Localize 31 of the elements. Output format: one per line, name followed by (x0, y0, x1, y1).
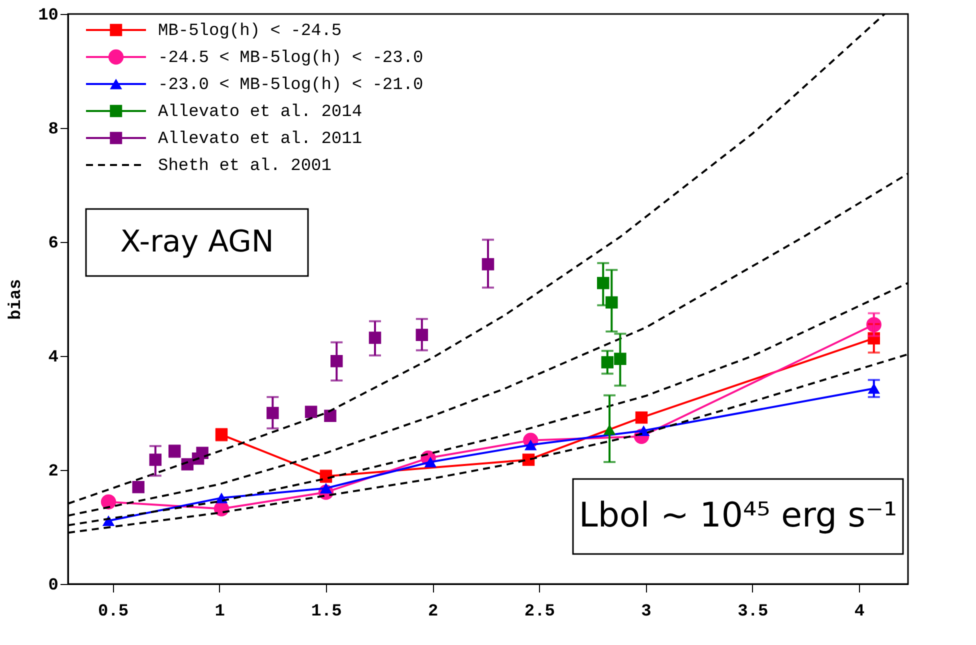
legend-label: Sheth et al. 2001 (158, 157, 332, 176)
x-tick-label: 2 (428, 602, 438, 622)
x-tick-label: 3.5 (738, 602, 768, 622)
point (304, 406, 318, 418)
annotation: Lbol ~ 10⁴⁵ erg s⁻¹ (578, 496, 898, 536)
y-axis-title: bias (7, 279, 26, 320)
y-tick-label: 6 (48, 234, 58, 254)
point (424, 456, 437, 468)
y-tick-label: 8 (48, 120, 58, 140)
legend-label: MB-5log(h) < -24.5 (158, 22, 342, 41)
annotation: X-ray AGN (120, 224, 274, 260)
legend-label: Allevato et al. 2011 (158, 130, 362, 149)
x-tick-label: 1 (214, 602, 225, 622)
legend-label: -23.0 < MB-5log(h) < -21.0 (158, 76, 424, 95)
x-tick-label: 2.5 (524, 602, 555, 622)
point (524, 440, 537, 450)
x-tick-label: 0.5 (98, 602, 129, 622)
point (100, 494, 116, 510)
y-tick-label: 4 (48, 348, 58, 368)
y-tick-label: 10 (38, 6, 58, 26)
point (320, 482, 332, 494)
x-tick-label: 3 (641, 602, 652, 622)
y-tick-label: 0 (48, 576, 58, 596)
point (196, 446, 208, 460)
legend-label: -24.5 < MB-5log(h) < -23.0 (158, 49, 424, 68)
legend-label: Allevato et al. 2014 (158, 103, 362, 122)
x-tick-label: 4 (854, 602, 865, 622)
y-tick-label: 2 (48, 462, 58, 482)
point (324, 410, 336, 422)
point (132, 480, 144, 494)
x-tick-label: 1.5 (311, 602, 342, 622)
